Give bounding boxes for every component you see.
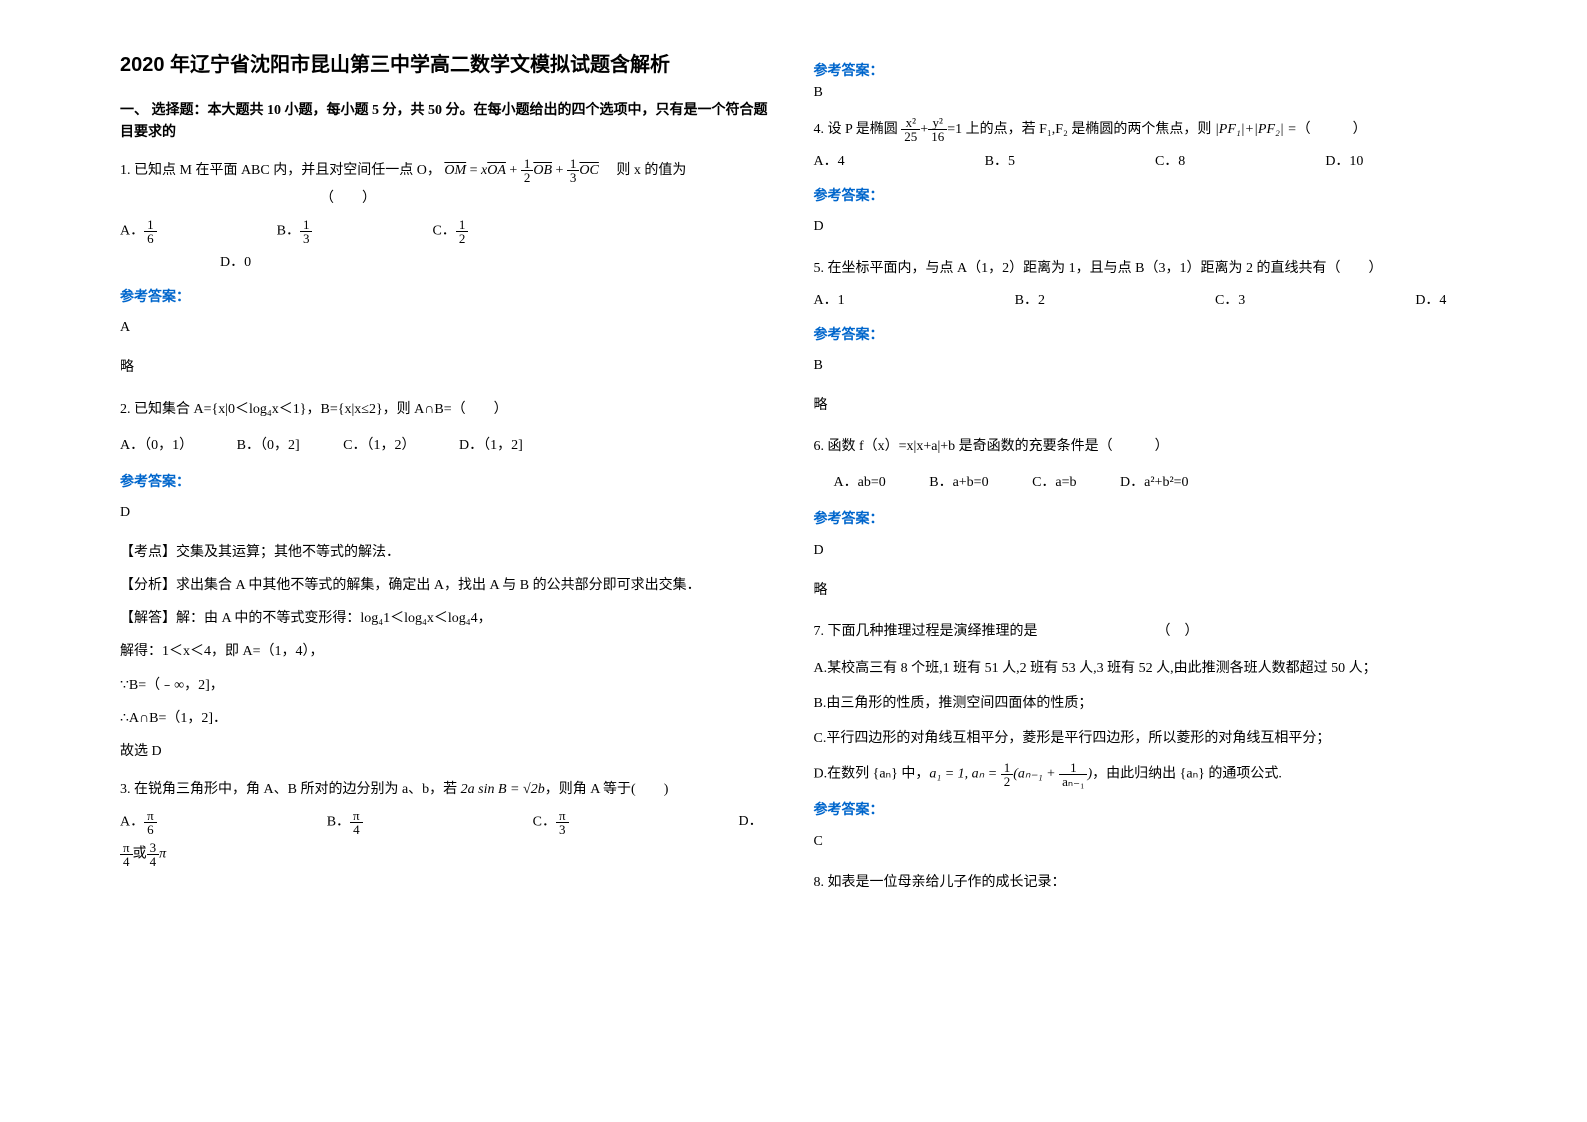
q5-answer-label: 参考答案： [814,323,1468,348]
q1-opt-b: B．13 [277,218,313,245]
q2-a2: 【分析】求出集合 A 中其他不等式的解集，确定出 A，找出 A 与 B 的公共部… [120,573,774,598]
q1-ob: OB [533,163,552,178]
q2-answer-label: 参考答案： [120,470,774,495]
left-column: 2020 年辽宁省沈阳市昆山第三中学高二数学文模拟试题含解析 一、 选择题：本大… [100,50,794,1072]
q4-options: A．4 B．5 C．8 D．10 [814,149,1468,174]
q6-stem: 6. 函数 f（x）=x|x+a|+b 是奇函数的充要条件是（ ） [814,433,1468,461]
q4-opt-c: C．8 [1155,149,1185,174]
q4-opt-b: B．5 [985,149,1015,174]
section-header: 一、 选择题：本大题共 10 小题，每小题 5 分，共 50 分。在每小题给出的… [120,100,774,145]
question-8: 8. 如表是一位母亲给儿子作的成长记录： [814,869,1468,897]
q1-answer: A [120,315,774,340]
q7-opt-c: C.平行四边形的对角线互相平分，菱形是平行四边形，所以菱形的对角线互相平分； [814,726,1468,751]
q4-formula-end: |PF₁|+|PF₂| = [1215,122,1297,137]
q1-oc: OC [579,163,598,178]
q2-opt-a: A．（0，1） [120,432,193,460]
q1-stem-text: 1. 已知点 M 在平面 ABC 内，并且对空间任一点 O， [120,163,441,178]
q1-paren: （ ） [320,191,376,206]
question-7: 7. 下面几种推理过程是演绎推理的是 （ ） A.某校高三有 8 个班,1 班有… [814,618,1468,854]
q2-a6: ∴A∩B=（1，2]． [120,706,774,731]
q7-opt-b: B.由三角形的性质，推测空间四面体的性质； [814,691,1468,716]
question-6: 6. 函数 f（x）=x|x+a|+b 是奇函数的充要条件是（ ） A．ab=0… [814,433,1468,603]
right-column: 参考答案： B 4. 设 P 是椭圆 x²25+y²16=1 上的点，若 F₁,… [794,50,1488,1072]
q7-answer-label: 参考答案： [814,798,1468,823]
q2-a4: 解得：1＜x＜4，即 A=（1，4）， [120,639,774,664]
document-title: 2020 年辽宁省沈阳市昆山第三中学高二数学文模拟试题含解析 [120,50,774,80]
q5-opt-a: A．1 [814,288,845,313]
q5-answer-sub: 略 [814,393,1468,418]
q8-stem: 8. 如表是一位母亲给儿子作的成长记录： [814,869,1468,897]
q4-answer-label: 参考答案： [814,184,1468,209]
q1-om: OM [444,163,466,178]
q2-opt-b: B．（0，2] [237,432,300,460]
q1-answer-label: 参考答案： [120,285,774,310]
q5-opt-c: C．3 [1215,288,1245,313]
q5-opt-d: D．4 [1415,288,1446,313]
q5-stem: 5. 在坐标平面内，与点 A（1，2）距离为 1，且与点 B（3，1）距离为 2… [814,255,1468,283]
q7-answer: C [814,829,1468,854]
q7-opt-d: D.在数列 {aₙ} 中，a₁ = 1, aₙ = 12(aₙ₋₁ + 1aₙ₋… [814,761,1468,788]
q4-stem: 4. 设 P 是椭圆 x²25+y²16=1 上的点，若 F₁,F₂ 是椭圆的两… [814,116,1468,144]
q2-opt-d: D．（1，2] [459,432,523,460]
q3-opt-a: A．π6 [120,809,157,836]
q1-opt-d: D．0 [220,250,774,275]
q2-a7: 故选 D [120,739,774,764]
q1-answer-sub: 略 [120,355,774,380]
q2-a5: ∵B=（﹣∞，2]， [120,673,774,698]
q4-opt-d: D．10 [1325,149,1363,174]
q1-options-row1: A．16 B．13 C．12 [120,218,774,245]
q2-a1: 【考点】交集及其运算；其他不等式的解法． [120,540,774,565]
q2-answer: D [120,500,774,525]
q4-answer: D [814,214,1468,239]
q6-opt-a: A．ab=0 [834,469,886,497]
q1-stem-end: 则 x 的值为 [602,163,686,178]
q2-stem: 2. 已知集合 A={x|0＜log₄x＜1}，B={x|x≤2}，则 A∩B=… [120,396,774,424]
q6-answer: D [814,538,1468,563]
q6-opt-d: D．a²+b²=0 [1120,469,1189,497]
q6-options: A．ab=0 B．a+b=0 C．a=b D．a²+b²=0 [834,469,1468,497]
q3-opt-d: π4或34π [120,841,774,868]
q3-answer-label: 参考答案： [814,60,1468,80]
q6-opt-c: C．a=b [1032,469,1076,497]
q3-answer: B [814,85,1468,101]
q4-opt-a: A．4 [814,149,845,174]
q2-opt-c: C．（1，2） [343,432,415,460]
q3-stem: 3. 在锐角三角形中，角 A、B 所对的边分别为 a、b，若 2a sin B … [120,776,774,804]
q1-oa: OA [487,163,506,178]
q1-opt-a: A．16 [120,218,157,245]
q3-opt-d-label: D． [739,809,763,836]
question-4: 4. 设 P 是椭圆 x²25+y²16=1 上的点，若 F₁,F₂ 是椭圆的两… [814,116,1468,240]
q5-answer: B [814,353,1468,378]
question-3: 3. 在锐角三角形中，角 A、B 所对的边分别为 a、b，若 2a sin B … [120,776,774,868]
q3-options: A．π6 B．π4 C．π3 D． [120,809,774,836]
q3-opt-b: B．π4 [327,809,363,836]
question-1: 1. 已知点 M 在平面 ABC 内，并且对空间任一点 O， OM = xOA … [120,157,774,381]
q5-options-row1: A．1 B．2 C．3 D．4 [814,288,1468,313]
q7-stem: 7. 下面几种推理过程是演绎推理的是 （ ） [814,618,1468,646]
q6-opt-b: B．a+b=0 [929,469,988,497]
q7-opt-a: A.某校高三有 8 个班,1 班有 51 人,2 班有 53 人,3 班有 52… [814,656,1468,681]
q2-options: A．（0，1） B．（0，2] C．（1，2） D．（1，2] [120,432,774,460]
q1-stem: 1. 已知点 M 在平面 ABC 内，并且对空间任一点 O， OM = xOA … [120,157,774,213]
q5-opt-b: B．2 [1015,288,1045,313]
q6-answer-label: 参考答案： [814,507,1468,532]
question-2: 2. 已知集合 A={x|0＜log₄x＜1}，B={x|x≤2}，则 A∩B=… [120,396,774,765]
q6-answer-sub: 略 [814,578,1468,603]
q1-opt-c: C．12 [432,218,468,245]
q2-a3: 【解答】解：由 A 中的不等式变形得：log₄1＜log₄x＜log₄4， [120,606,774,631]
q3-formula: 2a sin B = √2b [461,782,545,797]
question-5: 5. 在坐标平面内，与点 A（1，2）距离为 1，且与点 B（3，1）距离为 2… [814,255,1468,419]
q3-opt-c: C．π3 [533,809,569,836]
